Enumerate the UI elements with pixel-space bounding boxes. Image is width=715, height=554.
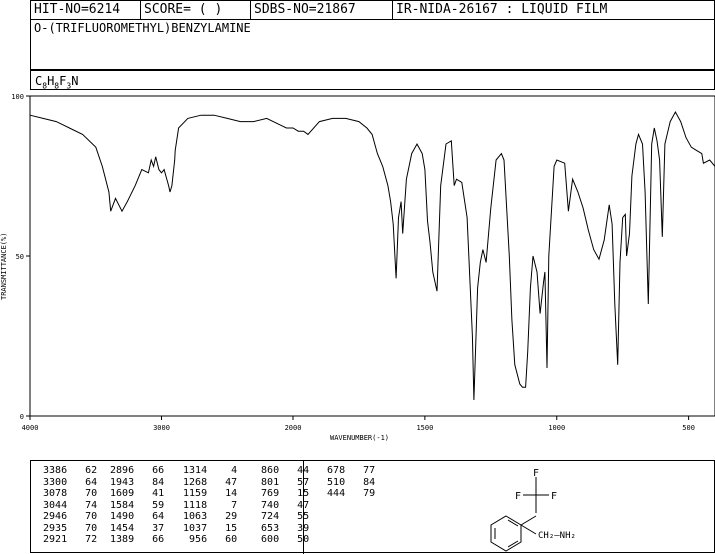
y-tick-label: 50 — [16, 253, 24, 261]
peak-column: 860 44 801 57 769 15 740 47 724 55 653 3… — [249, 465, 309, 546]
peak-row: 2935 70 — [37, 522, 98, 534]
sdbs-no: SDBS-NO=21867 — [251, 1, 393, 19]
peak-row: 3078 70 — [37, 488, 98, 499]
x-ticks: 4000 3000 2000 1500 1000 500 — [22, 416, 695, 432]
peak-column: 1314 4 1268 47 1159 14 1118 7 1063 29 10… — [177, 465, 237, 546]
peak-row: 1454 37 — [104, 522, 165, 534]
peak-row: 3300 64 — [37, 476, 98, 488]
score: SCORE= ( ) — [141, 1, 251, 19]
peak-column: 678 77 510 84 444 79 — [315, 465, 375, 500]
fluorine-top: F — [533, 468, 539, 479]
amine-group: CH₂—NH₂ — [538, 531, 576, 541]
peak-row: 1490 64 — [104, 511, 165, 522]
peak-table: 3386 62 3300 64 3078 70 3044 74 2946 70 … — [30, 460, 715, 554]
compound-name: O-(TRIFLUOROMETHYL)BENZYLAMINE — [34, 21, 251, 35]
x-tick-label: 1500 — [416, 424, 433, 432]
peak-row: 1037 15 — [177, 522, 238, 534]
peak-row: 600 50 — [249, 534, 310, 545]
molecule-structure: F F F CH₂—NH₂ — [490, 468, 576, 552]
header-row: HIT-NO=6214 SCORE= ( ) SDBS-NO=21867 IR-… — [31, 1, 714, 20]
spectrum-line — [29, 110, 715, 401]
x-tick-label: 3000 — [153, 424, 170, 432]
plot-frame — [29, 95, 715, 417]
peak-row: 678 77 — [315, 465, 376, 476]
x-tick-label: 500 — [682, 424, 695, 432]
peak-row: 1063 29 — [177, 511, 238, 522]
peak-column: 3386 62 3300 64 3078 70 3044 74 2946 70 … — [37, 465, 97, 546]
peak-row: 3044 74 — [37, 499, 98, 511]
y-ticks: 0 50 100 — [11, 93, 30, 421]
ir-nida: IR-NIDA-26167 : LIQUID FILM — [396, 2, 608, 17]
peak-row: 3386 62 — [37, 465, 98, 476]
peak-row: 1159 14 — [177, 488, 238, 499]
peak-row: 860 44 — [249, 465, 310, 476]
peak-row: 1389 66 — [104, 534, 165, 545]
fluorine-left: F — [515, 491, 521, 502]
y-axis-label: TRANSMITTANCE(%) — [0, 233, 8, 300]
hit-no: HIT-NO=6214 — [31, 1, 141, 19]
x-tick-label: 1000 — [548, 424, 565, 432]
peak-row: 2896 66 — [104, 465, 165, 476]
y-tick-label: 0 — [20, 413, 24, 421]
peak-row: 740 47 — [249, 499, 310, 511]
peak-row: 956 60 — [177, 534, 238, 545]
peak-row: 653 39 — [249, 522, 310, 534]
x-axis-label: WAVENUMBER(-1) — [330, 434, 389, 442]
fluorine-right: F — [551, 491, 557, 502]
peak-row: 1943 84 — [104, 476, 165, 488]
ir-spectrum-chart: 0 50 100 4000 3000 2000 1500 1000 500 WAVENUMBE… — [0, 93, 715, 442]
peak-row: 724 55 — [249, 511, 310, 522]
peak-row: 2921 72 — [37, 534, 98, 545]
peak-row: 769 15 — [249, 488, 310, 499]
x-tick-label: 2000 — [285, 424, 302, 432]
peak-row: 1584 59 — [104, 499, 165, 511]
peak-row: 1118 7 — [177, 499, 238, 511]
peak-row: 2946 70 — [37, 511, 98, 522]
peak-row: 1314 4 — [177, 465, 238, 476]
peak-row: 444 79 — [315, 488, 376, 499]
x-tick-label: 4000 — [22, 424, 39, 432]
header-box: HIT-NO=6214 SCORE= ( ) SDBS-NO=21867 IR-… — [30, 0, 715, 70]
peak-row: 1609 41 — [104, 488, 165, 499]
molecular-formula: C8H8F3N — [30, 70, 715, 90]
peak-row: 801 57 — [249, 476, 310, 488]
peak-row: 1268 47 — [177, 476, 238, 488]
table-divider — [303, 461, 304, 554]
y-tick-label: 100 — [11, 93, 24, 101]
peak-row: 510 84 — [315, 476, 376, 488]
peak-column: 2896 66 1943 84 1609 41 1584 59 1490 64 … — [104, 465, 164, 546]
